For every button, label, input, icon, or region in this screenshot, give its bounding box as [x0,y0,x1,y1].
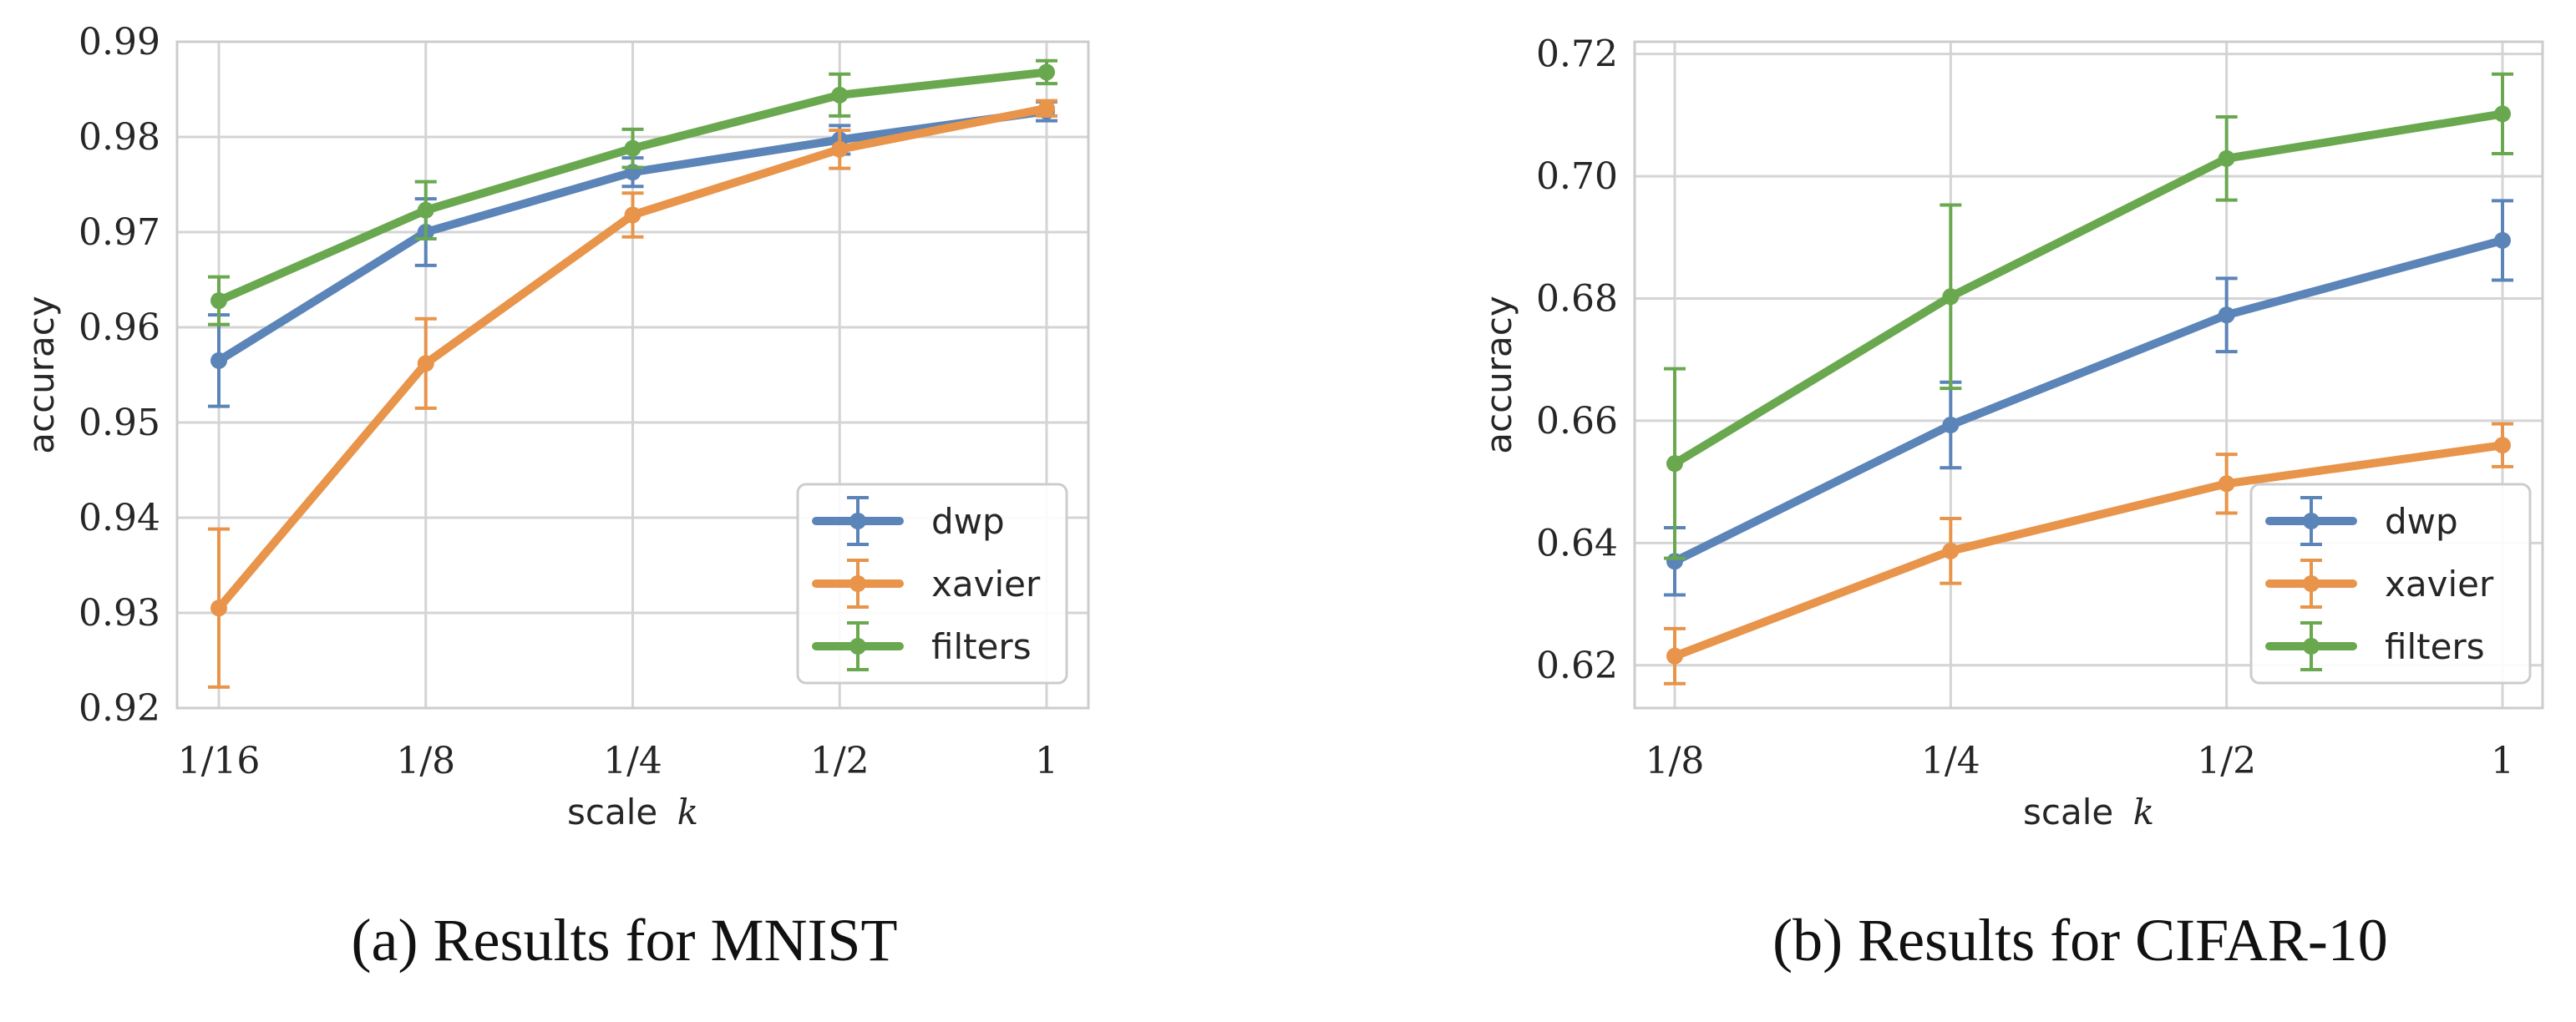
legend-marker [2303,575,2320,592]
x-tick-label: 1/2 [810,740,870,782]
legend-item-filters: filters [2265,621,2485,671]
x-axis-label-text: scale [2023,792,2125,832]
figure-caption: (b) Results for CIFAR-10 [1772,907,2388,974]
x-tick-label: 1/8 [1645,740,1705,782]
series-line-xavier [1671,441,2507,660]
legend-marker [2303,638,2320,655]
data-point-xavier [210,600,227,617]
data-point-filters [417,201,434,219]
series-dwp [1664,199,2513,597]
data-point-dwp [2218,306,2235,324]
data-point-filters [1666,455,1683,473]
x-tick-label: 1/8 [396,740,455,782]
y-tick-label: 0.96 [79,306,160,349]
data-point-xavier [624,206,641,224]
data-point-xavier [417,355,434,372]
y-tick-label: 0.93 [79,592,160,635]
series-filters [1664,72,2513,560]
legend-item-dwp: dwp [812,496,1005,546]
y-tick-label: 0.95 [79,402,160,444]
y-tick-label: 0.68 [1536,277,1618,320]
series-xavier [208,99,1057,689]
y-tick-label: 0.66 [1536,400,1618,443]
y-tick-label: 0.99 [79,21,160,63]
data-point-xavier [1038,99,1055,117]
x-tick-label: 1 [1035,740,1058,782]
data-point-filters [1038,63,1055,81]
series-filters [208,58,1057,326]
data-point-xavier [1942,542,1960,559]
plot-frame [1633,40,2544,710]
data-point-filters [210,292,227,310]
data-point-xavier [831,140,849,158]
legend-label: xavier [931,564,1041,605]
x-tick-label: 1/4 [1921,740,1980,782]
y-tick-label: 0.70 [1536,155,1618,198]
legend-item-filters: filters [812,621,1032,671]
legend-label: filters [2385,626,2485,667]
data-point-xavier [2494,437,2511,454]
x-axis-label-variable: k [677,792,698,832]
y-tick-label: 0.92 [79,687,160,730]
data-point-filters [2494,105,2511,123]
legend-label: xavier [2385,564,2494,605]
y-tick-label: 0.98 [79,116,160,159]
data-point-xavier [1666,647,1683,665]
data-point-filters [624,139,641,157]
data-point-filters [1942,288,1960,306]
x-axis-label: scale k [2023,792,2154,832]
data-point-dwp [1942,417,1960,434]
series-xavier [1664,422,2513,686]
y-axis-label: accuracy [1478,296,1519,454]
data-point-xavier [2218,475,2235,493]
series-line-dwp [1671,235,2507,566]
x-tick-label: 1/4 [603,740,662,782]
legend-label: dwp [2385,501,2458,542]
legend: dwp xavier filters [796,483,1068,685]
x-axis-label: scale k [567,792,698,832]
x-axis-label-variable: k [2133,792,2154,832]
series-line-filters [1671,109,2507,468]
y-tick-label: 0.97 [79,211,160,254]
data-point-filters [2218,149,2235,167]
y-tick-label: 0.62 [1536,645,1618,687]
y-tick-label: 0.64 [1536,522,1618,564]
y-axis-label: accuracy [21,296,62,454]
data-point-dwp [2494,231,2511,249]
legend-marker [849,638,866,655]
legend-item-xavier: xavier [812,559,1041,609]
legend-box [2249,483,2532,685]
x-tick-label: 1/2 [2197,740,2256,782]
y-tick-label: 0.72 [1536,33,1618,76]
data-point-dwp [210,352,227,369]
y-tick-label: 0.94 [79,497,160,539]
legend-label: filters [931,626,1032,667]
plot-frame [175,40,1090,710]
legend-marker [849,513,866,529]
legend: dwp xavier filters [2249,483,2532,685]
figure-caption: (a) Results for MNIST [352,907,898,974]
legend-marker [849,575,866,592]
chart-panel-cifar10: 0.62 0.64 0.66 0.68 0.70 0.72 1/8 1/4 1/2 1 scale … [1478,33,2544,832]
legend-marker [2303,513,2320,529]
x-tick-label: 1 [2491,740,2514,782]
legend-box [796,483,1068,685]
legend-item-dwp: dwp [2265,496,2458,546]
data-point-filters [831,86,849,104]
x-axis-label-text: scale [567,792,669,832]
legend-label: dwp [931,501,1005,542]
legend-item-xavier: xavier [2265,559,2494,609]
x-tick-label: 1/16 [178,740,261,782]
chart-panel-mnist: 0.92 0.93 0.94 0.95 0.96 0.97 0.98 0.99 1/16 1/8 1… [21,21,1090,832]
